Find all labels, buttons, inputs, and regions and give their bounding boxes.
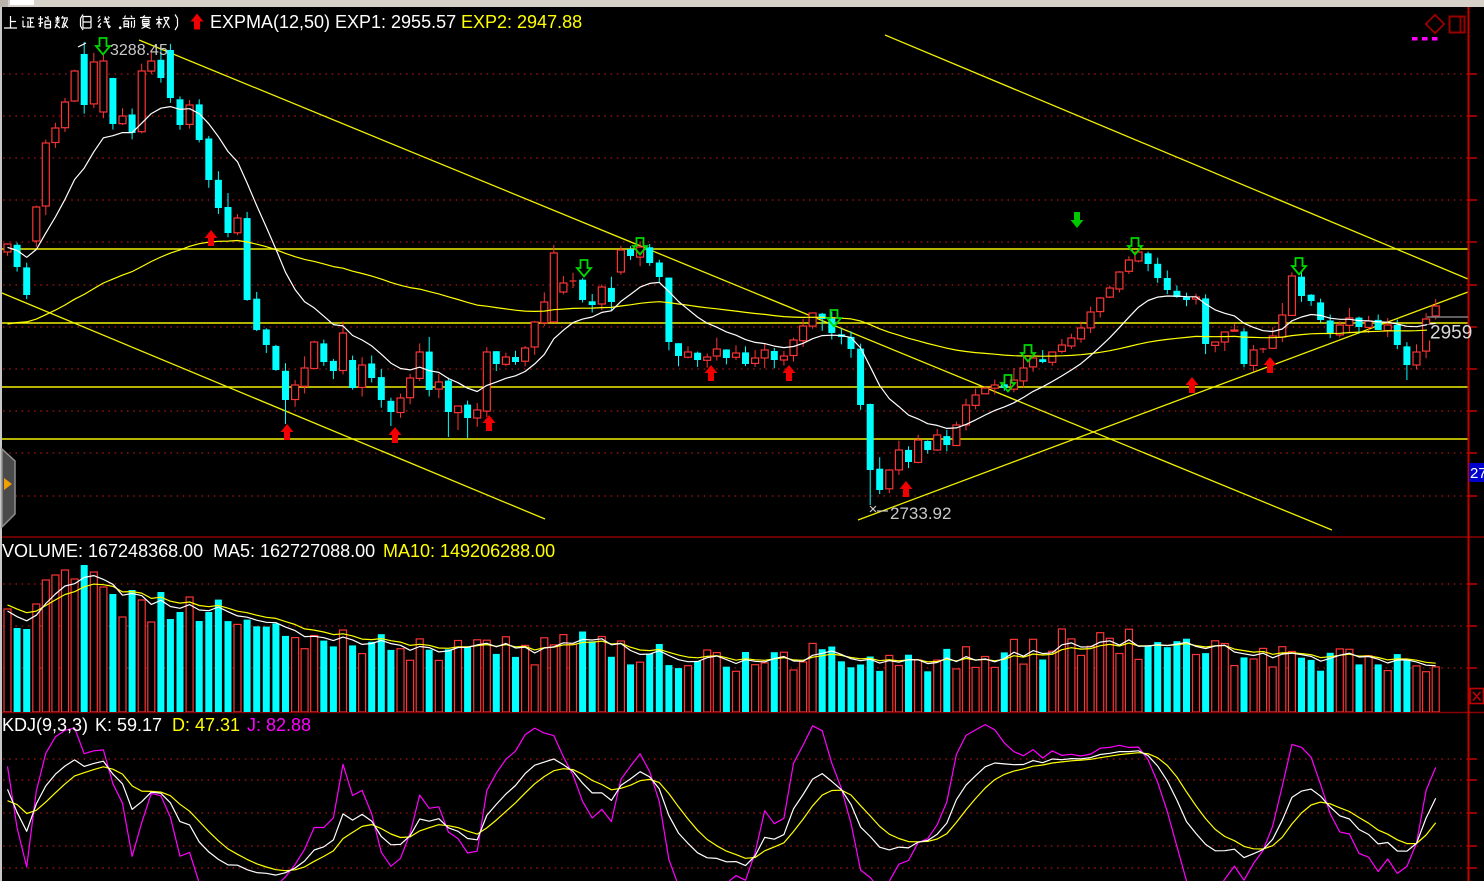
svg-text:EXPMA(12,50): EXPMA(12,50) — [210, 12, 330, 32]
svg-text:K: 59.17: K: 59.17 — [95, 715, 162, 735]
svg-text:KDJ(9,3,3): KDJ(9,3,3) — [2, 715, 88, 735]
svg-text:3288.45: 3288.45 — [110, 42, 168, 59]
svg-text:2959: 2959 — [1430, 323, 1472, 344]
svg-text:2733.92: 2733.92 — [890, 504, 951, 523]
svg-text:MA5: 162727088.00: MA5: 162727088.00 — [213, 541, 375, 561]
svg-text:EXP2: 2947.88: EXP2: 2947.88 — [461, 12, 582, 32]
svg-text:27: 27 — [1470, 465, 1484, 482]
svg-text:EXP1: 2955.57: EXP1: 2955.57 — [335, 12, 456, 32]
svg-text:MA10: 149206288.00: MA10: 149206288.00 — [383, 541, 555, 561]
svg-text:D: 47.31: D: 47.31 — [172, 715, 240, 735]
svg-text:VOLUME: 167248368.00: VOLUME: 167248368.00 — [2, 541, 203, 561]
svg-text:J: 82.88: J: 82.88 — [247, 715, 311, 735]
